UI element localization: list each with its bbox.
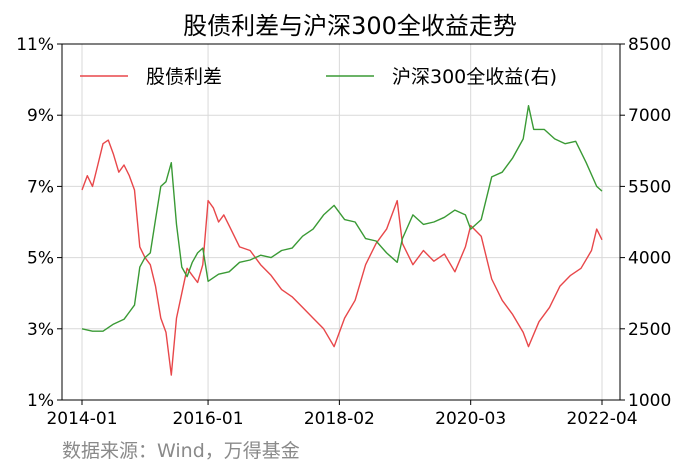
series-line-1	[81, 139, 603, 376]
right-tick-label: 7000	[628, 106, 671, 126]
right-tick-label: 5500	[628, 177, 671, 197]
left-tick-label: 3%	[27, 320, 54, 340]
legend: 股债利差 沪深300全收益(右)	[80, 66, 557, 88]
x-tick-label: 2020-03	[435, 409, 506, 429]
series-line-2	[81, 104, 603, 332]
left-tick-label: 1%	[27, 391, 54, 411]
grid-lines	[62, 44, 620, 400]
series-lines	[81, 104, 603, 376]
right-tick-label: 1000	[628, 391, 671, 411]
plot-frame	[61, 43, 621, 401]
right-tick-label: 2500	[628, 320, 671, 340]
source-note: 数据来源：Wind，万得基金	[62, 440, 300, 462]
legend-label-2: 沪深300全收益(右)	[392, 66, 557, 88]
x-tick-label: 2018-02	[304, 409, 375, 429]
right-tick-label: 4000	[628, 249, 671, 269]
left-tick-label: 7%	[27, 177, 54, 197]
right-tick-label: 8500	[628, 35, 671, 55]
x-tick-label: 2022-04	[566, 409, 637, 429]
chart-title: 股债利差与沪深300全收益走势	[183, 12, 517, 40]
left-tick-label: 5%	[27, 249, 54, 269]
left-tick-label: 11%	[16, 35, 54, 55]
x-tick-label: 2016-01	[173, 409, 244, 429]
x-tick-label: 2014-01	[46, 409, 117, 429]
axis-ticks: 1% 1000 3% 2500 5% 4000 7% 5500 9% 7000 11% 8500 201…	[16, 35, 671, 429]
left-tick-label: 9%	[27, 106, 54, 126]
legend-label-1: 股债利差	[146, 66, 222, 88]
